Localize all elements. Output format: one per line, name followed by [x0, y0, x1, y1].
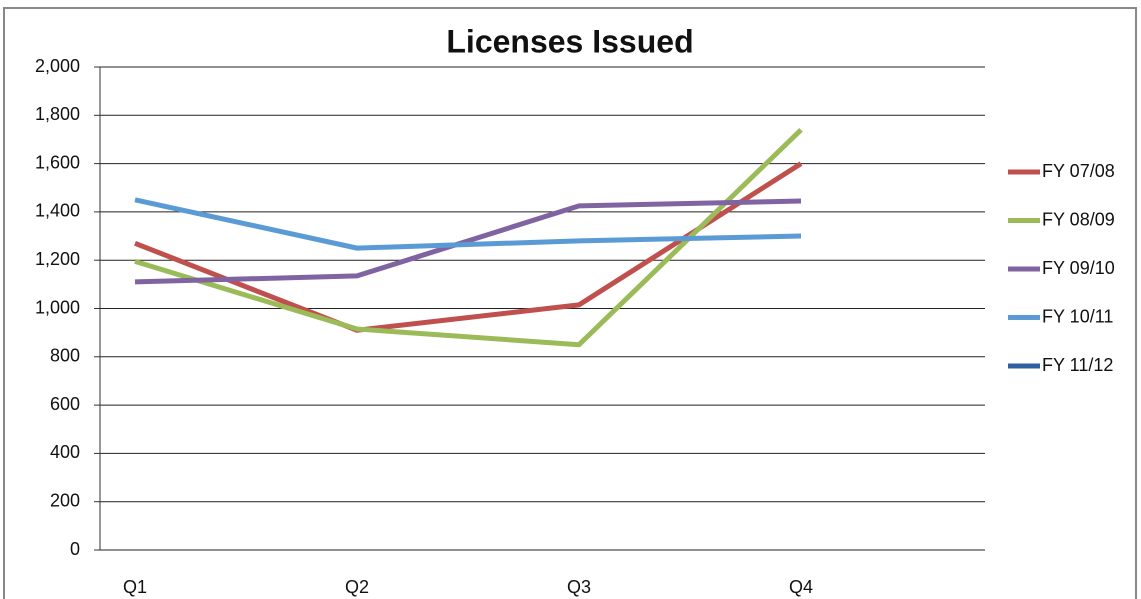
series-line [134, 198, 802, 285]
x-tick-label: Q2 [345, 577, 369, 597]
y-tick-label: 1,400 [35, 201, 80, 221]
x-tick-label: Q4 [789, 577, 813, 597]
chart-title: Licenses Issued [446, 23, 693, 59]
y-tick-label: 600 [50, 394, 80, 414]
legend-label: FY 07/08 [1042, 161, 1115, 181]
legend-label: FY 08/09 [1042, 209, 1115, 229]
y-tick-label: 400 [50, 442, 80, 462]
legend-label: FY 11/12 [1042, 355, 1113, 375]
series-line [134, 197, 802, 251]
x-tick-label: Q3 [567, 577, 591, 597]
y-tick-label: 800 [50, 346, 80, 366]
legend-label: FY 09/10 [1042, 258, 1115, 278]
y-tick-label: 2,000 [35, 56, 80, 76]
y-tick-label: 0 [70, 539, 80, 559]
x-tick-label: Q1 [123, 577, 147, 597]
y-tick-label: 200 [50, 490, 80, 510]
frame [3, 7, 1137, 599]
y-tick-label: 1,200 [35, 249, 80, 269]
y-tick-label: 1,600 [35, 152, 80, 172]
y-tick-label: 1,800 [35, 104, 80, 124]
legend-label: FY 10/11 [1042, 306, 1113, 326]
y-tick-label: 1,000 [35, 297, 80, 317]
